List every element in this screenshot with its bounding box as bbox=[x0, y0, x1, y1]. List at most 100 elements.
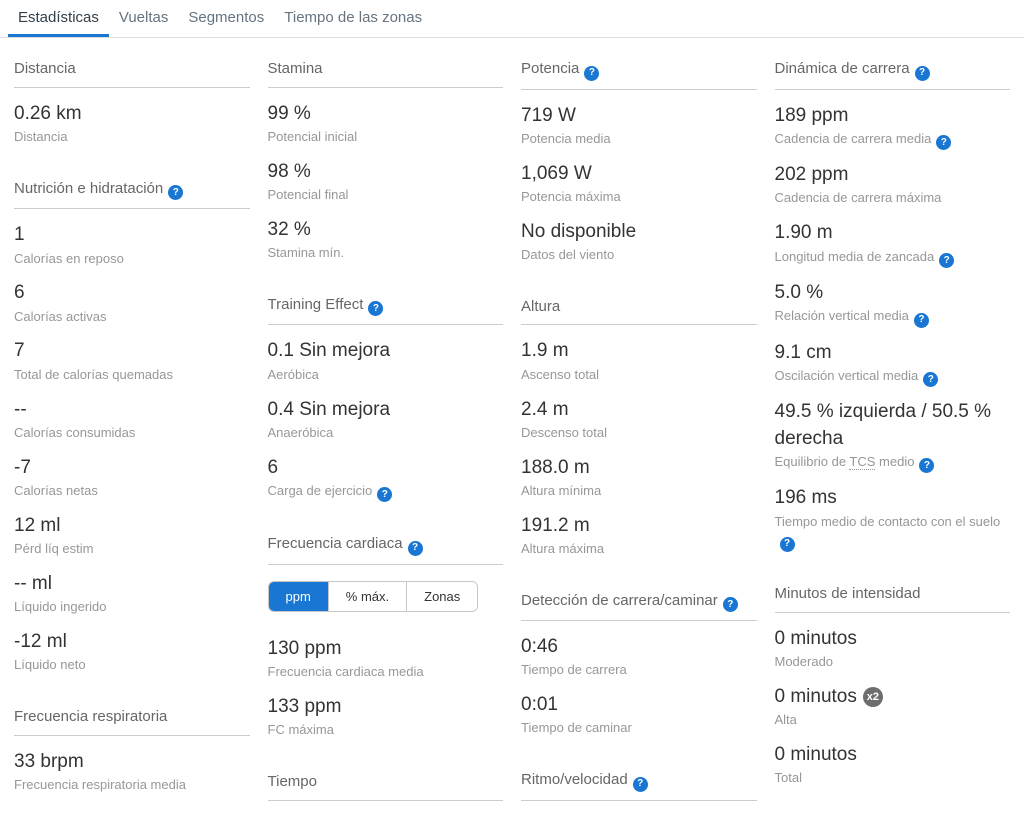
stat-value-text: 202 ppm bbox=[774, 164, 849, 186]
section-title: Frecuencia respiratoria bbox=[14, 707, 168, 725]
section-dinamica-de-carrera: Dinámica de carrera? 189 ppm Cadencia de… bbox=[774, 60, 1011, 552]
stat-value-text: 130 ppm bbox=[267, 637, 342, 659]
multiplier-badge: x2 bbox=[862, 687, 883, 708]
stat-value-text: 0.26 km bbox=[14, 102, 82, 124]
stat-item: No disponible Datos del viento bbox=[521, 219, 757, 265]
help-icon[interactable]: ? bbox=[914, 65, 930, 81]
stat-value-text: 0.1 Sin mejora bbox=[267, 340, 391, 362]
help-icon[interactable]: ? bbox=[407, 540, 423, 556]
stat-item: 0:01 Tiempo de caminar bbox=[521, 692, 757, 738]
stat-label-text: Calorías en reposo bbox=[14, 250, 124, 266]
stat-value: 7 bbox=[14, 338, 250, 364]
stat-value-text: -- ml bbox=[14, 572, 52, 594]
stat-value: 196 ms bbox=[775, 485, 1011, 511]
section-body: 0.26 km Distancia bbox=[14, 101, 250, 147]
stat-value-text: 1 bbox=[14, 224, 25, 246]
stat-value-text: 133 ppm bbox=[267, 695, 342, 717]
section-header: Detección de carrera/caminar? bbox=[521, 592, 757, 622]
stat-value-text: 7 bbox=[14, 340, 25, 362]
stat-label: Datos del viento bbox=[521, 246, 757, 265]
stat-label: Cadencia de carrera media? bbox=[775, 130, 1011, 151]
stats-grid: Distancia 0.26 km Distancia Nutrición e … bbox=[0, 38, 1024, 834]
section-training-effect: Training Effect? 0.1 Sin mejora Aeróbica… bbox=[267, 296, 504, 503]
section-header: Training Effect? bbox=[267, 296, 503, 326]
stat-label-text: Calorías netas bbox=[14, 482, 98, 498]
stat-item: 191.2 m Altura máxima bbox=[521, 513, 757, 559]
stat-label: FC máxima bbox=[268, 721, 504, 740]
section-potencia: Potencia? 719 W Potencia media 1,069 W P… bbox=[521, 60, 757, 265]
section-header: Distancia bbox=[14, 60, 250, 88]
stat-label-text: Equilibrio de TCS medio bbox=[774, 453, 915, 470]
stat-item: 133 ppm FC máxima bbox=[268, 694, 504, 740]
section-ritmo-velocidad: Ritmo/velocidad? bbox=[521, 771, 757, 801]
stat-value: 2.4 m bbox=[521, 397, 757, 423]
stat-item: 9.1 cm Oscilación vertical media? bbox=[775, 340, 1011, 388]
toggle-option-max[interactable]: % máx. bbox=[327, 581, 407, 611]
help-icon[interactable]: ? bbox=[168, 185, 184, 201]
section-body: 1 Calorías en reposo 6 Calorías activas … bbox=[14, 222, 250, 675]
help-icon[interactable]: ? bbox=[584, 65, 600, 81]
stat-item: 0 minutos Moderado bbox=[775, 626, 1011, 672]
help-icon[interactable]: ? bbox=[919, 458, 935, 474]
stat-item: 1.90 m Longitud media de zancada? bbox=[775, 220, 1011, 268]
section-header: Frecuencia cardiaca? bbox=[267, 535, 503, 565]
stat-value-text: 196 ms bbox=[774, 487, 837, 509]
stat-item: 1 Calorías en reposo bbox=[14, 222, 250, 268]
stat-value: 6 bbox=[14, 280, 250, 306]
stat-value: 133 ppm bbox=[268, 694, 504, 720]
hr-unit-toggle: ppm% máx. Zonas bbox=[267, 580, 479, 612]
help-icon[interactable]: ? bbox=[377, 487, 393, 503]
stat-label: Ascenso total bbox=[521, 366, 757, 385]
stat-value-text: 98 % bbox=[267, 160, 311, 182]
section-header: Minutos de intensidad bbox=[774, 585, 1010, 613]
tab-segmentos[interactable]: Segmentos bbox=[178, 0, 274, 37]
help-icon[interactable]: ? bbox=[368, 301, 384, 317]
section-header: Altura bbox=[521, 298, 757, 326]
help-icon[interactable]: ? bbox=[632, 776, 648, 792]
stat-item: 99 % Potencial inicial bbox=[268, 101, 504, 147]
tab-tiempo-de-las-zonas[interactable]: Tiempo de las zonas bbox=[274, 0, 432, 37]
stat-item: 0.4 Sin mejora Anaeróbica bbox=[268, 397, 504, 443]
help-icon[interactable]: ? bbox=[936, 135, 952, 151]
stat-value-text: 9.1 cm bbox=[774, 341, 832, 363]
stat-item: 49.5 % izquierda / 50.5 % derecha Equili… bbox=[774, 399, 1011, 474]
toggle-option-zonas[interactable]: Zonas bbox=[406, 581, 478, 611]
help-icon[interactable]: ? bbox=[923, 372, 939, 388]
tab-estadisticas[interactable]: Estadísticas bbox=[8, 0, 109, 37]
section-body: ppm% máx. Zonas 130 ppm Frecuencia cardia… bbox=[267, 578, 504, 740]
stat-label: Calorías en reposo bbox=[14, 250, 250, 269]
help-icon[interactable]: ? bbox=[913, 312, 929, 328]
section-body: 33 brpm Frecuencia respiratoria media bbox=[14, 749, 250, 795]
stat-label: Carga de ejercicio? bbox=[268, 482, 504, 503]
help-icon[interactable]: ? bbox=[779, 536, 795, 552]
stat-label-text: Total de calorías quemadas bbox=[14, 366, 173, 382]
section-title: Tiempo bbox=[267, 772, 317, 790]
section-title: Nutrición e hidratación bbox=[14, 179, 164, 197]
stat-label: Moderado bbox=[775, 653, 1011, 672]
section-title: Detección de carrera/caminar bbox=[521, 591, 718, 609]
section-header: Tiempo bbox=[267, 772, 503, 801]
section-title: Distancia bbox=[14, 60, 76, 77]
section-body: 0.1 Sin mejora Aeróbica 0.4 Sin mejora A… bbox=[267, 338, 504, 503]
toggle-option-ppm[interactable]: ppm bbox=[268, 581, 328, 611]
help-icon[interactable]: ? bbox=[939, 253, 955, 268]
stat-value: 98 % bbox=[268, 159, 504, 185]
stat-label: Pérd líq estim bbox=[14, 540, 250, 559]
section-body: 719 W Potencia media 1,069 W Potencia má… bbox=[521, 103, 757, 265]
stat-value-text: -- bbox=[14, 398, 27, 420]
tab-vueltas[interactable]: Vueltas bbox=[109, 0, 178, 37]
stat-label-text: Distancia bbox=[14, 128, 68, 144]
stat-label-text: FC máxima bbox=[267, 722, 334, 738]
help-icon[interactable]: ? bbox=[722, 597, 738, 613]
stat-value: 0 minutos bbox=[775, 742, 1011, 768]
stat-label: Tiempo de caminar bbox=[521, 719, 757, 738]
stat-label: Líquido ingerido bbox=[14, 598, 250, 617]
stat-item: -- Calorías consumidas bbox=[14, 397, 250, 443]
stat-value-text: 0.4 Sin mejora bbox=[267, 398, 391, 420]
stat-label-text: Anaeróbica bbox=[267, 424, 334, 440]
stat-item: -12 ml Líquido neto bbox=[14, 629, 250, 675]
stat-label-text: Datos del viento bbox=[521, 246, 615, 262]
stat-label: Potencial final bbox=[268, 186, 504, 205]
stats-column-4: Dinámica de carrera? 189 ppm Cadencia de… bbox=[774, 60, 1011, 834]
stat-value-text: 188.0 m bbox=[521, 456, 590, 478]
